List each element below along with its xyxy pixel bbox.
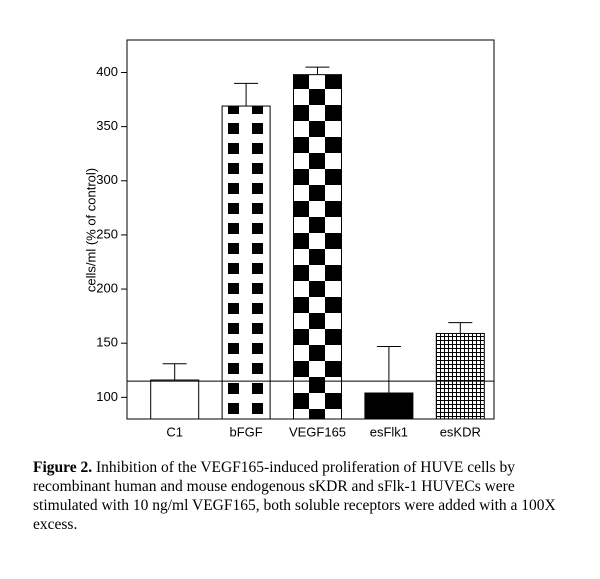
bar xyxy=(364,392,414,420)
x-tick-label: bFGF xyxy=(229,424,262,439)
bar xyxy=(293,74,342,420)
x-tick-label: esFlk1 xyxy=(370,424,408,439)
chart: cells/ml (% of control) 100 150 200 250 300 3… xyxy=(83,39,495,439)
y-tick-label: 100 xyxy=(96,389,118,404)
caption-text: Inhibition of the VEGF165-induced prolif… xyxy=(33,459,556,533)
y-tick-label: 300 xyxy=(96,172,118,187)
y-tick-label: 400 xyxy=(96,64,118,79)
bar xyxy=(435,332,485,420)
x-tick-label: esKDR xyxy=(440,424,481,439)
caption: Figure 2. Inhibition of the VEGF165-indu… xyxy=(33,458,581,534)
bar xyxy=(221,105,271,420)
x-tick-label: VEGF165 xyxy=(289,424,346,439)
y-axis-label: cells/ml (% of control) xyxy=(83,168,98,292)
x-tick-label: C1 xyxy=(166,424,183,439)
y-tick-label: 150 xyxy=(96,335,118,350)
bar xyxy=(150,379,200,420)
caption-label: Figure 2. xyxy=(33,459,93,476)
y-tick-label: 200 xyxy=(96,280,118,295)
y-tick-label: 350 xyxy=(96,118,118,133)
y-tick-label: 250 xyxy=(96,226,118,241)
